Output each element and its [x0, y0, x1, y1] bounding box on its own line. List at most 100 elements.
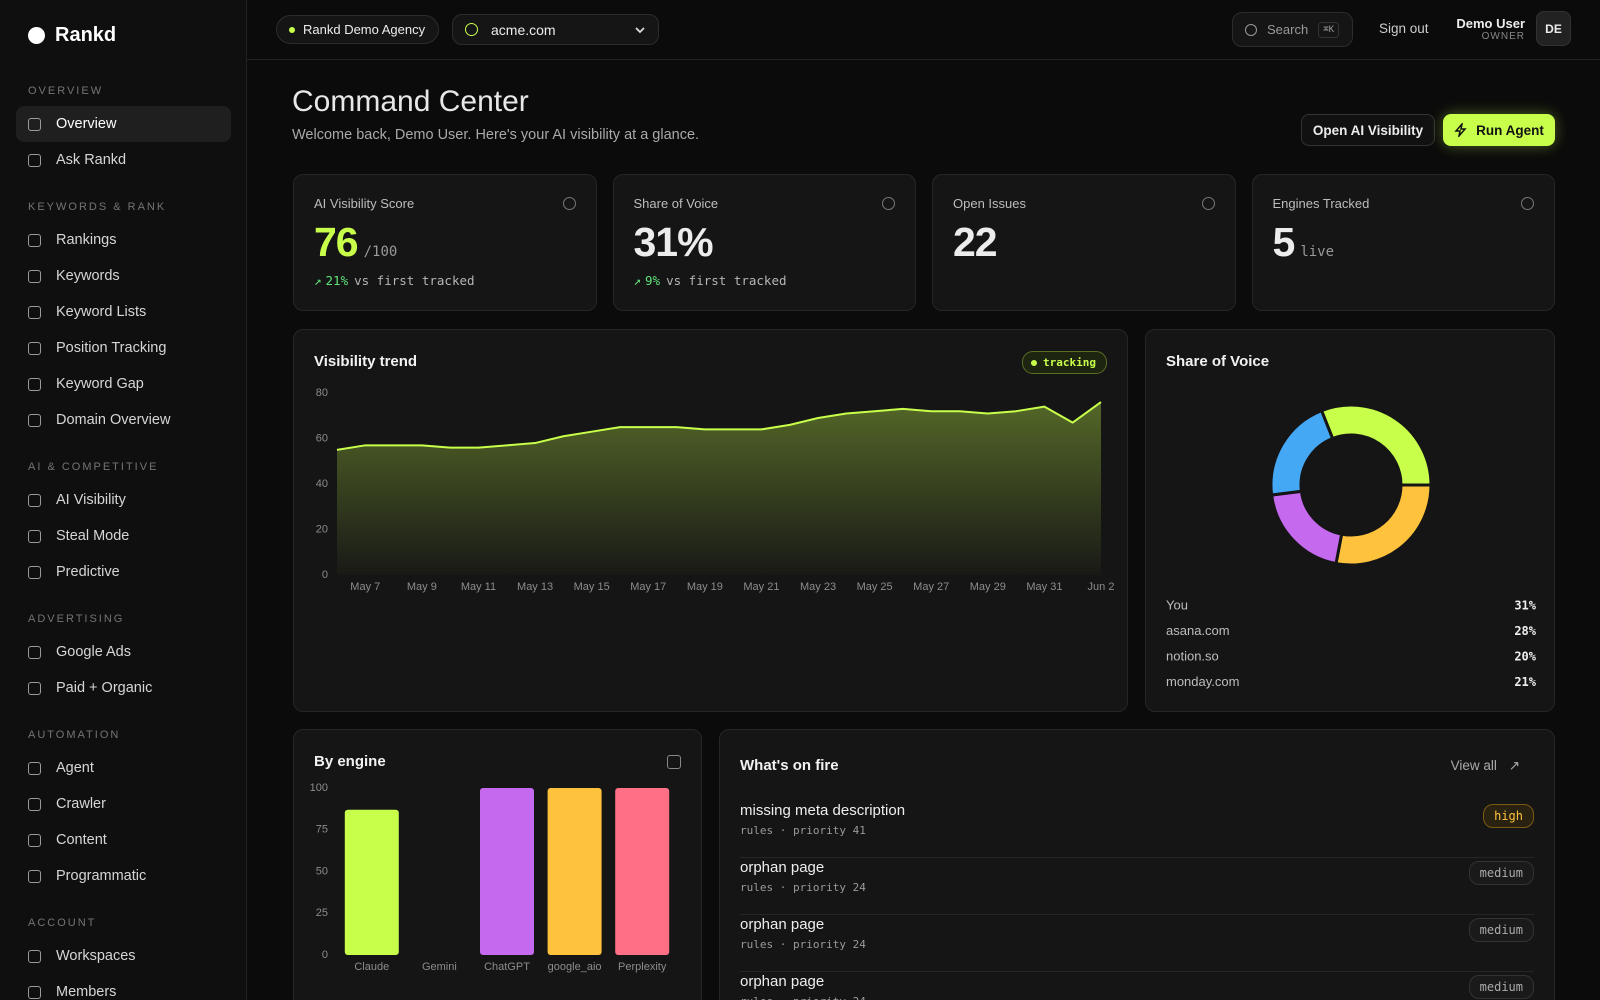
issue-row[interactable]: orphan page rules · priority 24 medium — [740, 971, 1534, 1000]
x-tick-label: May 29 — [970, 581, 1006, 593]
bar — [480, 788, 534, 955]
stat-label: Open Issues — [953, 196, 1026, 211]
y-tick-label: 25 — [316, 907, 328, 919]
nav-item[interactable]: Members — [16, 974, 231, 1000]
stat-value: 22 — [953, 219, 998, 266]
stat-number: 76 — [314, 219, 359, 265]
stat-card: Open Issues 22 — [932, 174, 1236, 311]
nav-item[interactable]: Keyword Lists — [16, 294, 231, 330]
nav-item[interactable]: Overview — [16, 106, 231, 142]
issue-row[interactable]: orphan page rules · priority 24 medium — [740, 857, 1534, 915]
view-all[interactable]: View all ↗ — [1451, 758, 1520, 774]
stat-delta: ↗ 9% vs first tracked — [634, 273, 787, 288]
delta-value: 9% — [645, 273, 661, 288]
nav-label: Programmatic — [56, 868, 147, 884]
page-title: Command Center — [292, 85, 529, 118]
nav-icon — [28, 377, 41, 391]
x-tick-label: Gemini — [422, 961, 457, 973]
engine-card: By engine 0 25 50 75 100 Claude Gemini ChatGPT g… — [293, 729, 702, 1000]
sov-card: Share of Voice You 31% asana.com 28% notion.… — [1145, 329, 1555, 712]
bar — [547, 788, 602, 955]
issue-title: missing meta description — [740, 802, 906, 819]
agency-switcher[interactable]: Rankd Demo Agency — [276, 15, 439, 44]
x-tick-label: May 11 — [461, 581, 496, 593]
nav-item[interactable]: Predictive — [16, 554, 231, 590]
issue-row[interactable]: orphan page rules · priority 24 medium — [740, 914, 1534, 972]
legend-value: 28% — [1514, 624, 1536, 638]
card-title: Share of Voice — [1166, 353, 1270, 370]
nav-label: Paid + Organic — [56, 680, 153, 696]
stat-value: 5 live — [1273, 219, 1335, 266]
nav-item[interactable]: Workspaces — [16, 938, 231, 974]
status-dot — [289, 26, 295, 33]
search[interactable]: Search ⌘K — [1232, 12, 1353, 47]
nav-icon — [28, 681, 41, 695]
nav-label: Rankings — [56, 232, 117, 248]
stat-icon — [562, 197, 576, 210]
stat-card: Engines Tracked 5 live — [1251, 174, 1555, 311]
nav-item[interactable]: Rankings — [16, 222, 231, 258]
run-agent[interactable]: Run Agent — [1443, 114, 1555, 146]
y-tick-label: 0 — [322, 949, 328, 961]
delta-value: 21% — [325, 273, 349, 288]
nav-icon — [28, 645, 41, 659]
nav-item[interactable]: AI Visibility — [16, 482, 231, 518]
issues-card: What's on fire View all ↗ missing meta d… — [719, 729, 1555, 1000]
brand[interactable]: Rankd — [28, 24, 116, 47]
user-role: OWNER — [1481, 31, 1525, 42]
avatar[interactable]: DE — [1536, 11, 1571, 46]
x-tick-label: Perplexity — [618, 961, 667, 973]
nav-item[interactable]: Google Ads — [16, 634, 231, 670]
legend-label: notion.so — [1166, 648, 1219, 663]
nav-icon — [28, 565, 41, 579]
card-title: Visibility trend — [314, 353, 418, 370]
nav-label: Keyword Lists — [56, 304, 147, 320]
nav-label: Keyword Gap — [56, 376, 144, 392]
nav-item[interactable]: Ask Rankd — [16, 142, 231, 178]
nav-item[interactable]: Keyword Gap — [16, 366, 231, 402]
x-tick-label: May 15 — [574, 581, 610, 593]
stat-icon — [882, 197, 895, 210]
x-tick-label: google_aio — [548, 961, 602, 973]
stat-card: AI Visibility Score 76/100 ↗ 21% vs first tr… — [293, 174, 597, 311]
severity: medium — [1468, 861, 1534, 885]
nav-section-title: AUTOMATION — [28, 729, 121, 741]
stat-label: AI Visibility Score — [314, 196, 415, 211]
nav-icon — [28, 305, 41, 319]
stat-card: Share of Voice 31% ↗ 9% vs first tracked — [612, 174, 916, 311]
card-title: By engine — [314, 753, 386, 770]
nav-icon — [28, 761, 41, 775]
x-tick-label: May 13 — [517, 581, 553, 593]
nav-item[interactable]: Content — [16, 822, 231, 858]
arrow: ↗ — [1508, 758, 1520, 773]
severity: medium — [1468, 975, 1534, 999]
open-ai-visibility[interactable]: Open AI Visibility — [1301, 114, 1435, 146]
delta-arrow: ↗ — [314, 273, 322, 288]
nav-item[interactable]: Programmatic — [16, 858, 231, 894]
sign-out[interactable]: Sign out — [1379, 21, 1429, 36]
nav-item[interactable]: Agent — [16, 750, 231, 786]
issue-row[interactable]: missing meta description rules · priority… — [740, 800, 1534, 858]
nav-label: Position Tracking — [56, 340, 167, 356]
nav-item[interactable]: Position Tracking — [16, 330, 231, 366]
nav-item[interactable]: Steal Mode — [16, 518, 231, 554]
x-tick-label: May 21 — [743, 581, 779, 593]
delta-note: vs first tracked — [354, 273, 475, 288]
bar — [344, 809, 399, 955]
nav-section-title: ADVERTISING — [28, 613, 125, 625]
nav-item[interactable]: Keywords — [16, 258, 231, 294]
stat-label: Share of Voice — [633, 196, 719, 211]
search-placeholder: Search — [1267, 22, 1309, 37]
stat-number: 31% — [633, 219, 714, 265]
domain-select[interactable]: acme.com — [452, 14, 659, 45]
view-all-label: View all — [1450, 758, 1497, 773]
nav-item[interactable]: Paid + Organic — [16, 670, 231, 706]
x-tick-label: May 9 — [407, 581, 437, 593]
nav-item[interactable]: Domain Overview — [16, 402, 231, 438]
x-tick-label: May 27 — [913, 581, 949, 593]
nav-label: Ask Rankd — [56, 152, 127, 168]
y-tick-label: 40 — [316, 478, 328, 490]
nav-item[interactable]: Crawler — [16, 786, 231, 822]
nav-label: Agent — [56, 760, 94, 776]
donut-segment — [1269, 408, 1335, 497]
